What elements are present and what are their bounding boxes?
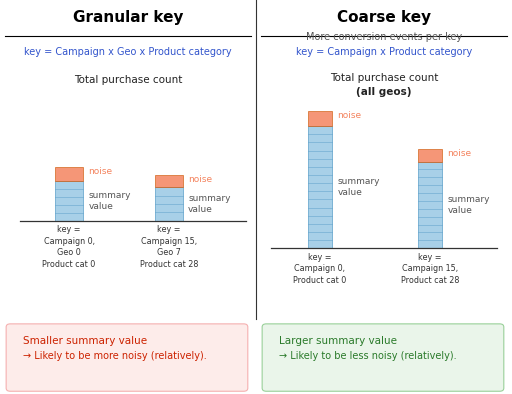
Text: Granular key: Granular key (73, 10, 183, 25)
Text: summary
value: summary value (447, 195, 490, 215)
Text: key =
Campaign 15,
Product cat 28: key = Campaign 15, Product cat 28 (401, 253, 459, 285)
Text: noise: noise (447, 149, 472, 158)
Text: key =
Campaign 0,
Geo 0
Product cat 0: key = Campaign 0, Geo 0 Product cat 0 (42, 225, 96, 269)
Text: Coarse key: Coarse key (337, 10, 431, 25)
Bar (155, 187, 183, 221)
Text: key = Campaign x Product category: key = Campaign x Product category (296, 47, 472, 57)
Text: summary
value: summary value (188, 194, 231, 214)
Bar (155, 175, 183, 187)
Text: summary
value: summary value (337, 177, 380, 197)
Text: noise: noise (337, 111, 361, 120)
Text: Smaller summary value: Smaller summary value (23, 336, 147, 346)
FancyBboxPatch shape (6, 324, 248, 391)
Text: Total purchase count: Total purchase count (74, 75, 182, 85)
Text: noise: noise (89, 167, 113, 177)
Bar (418, 149, 442, 162)
Text: (all geos): (all geos) (356, 87, 412, 97)
Text: More conversion events per key: More conversion events per key (306, 32, 462, 42)
Text: key = Campaign x Geo x Product category: key = Campaign x Geo x Product category (24, 47, 232, 57)
Bar (418, 162, 442, 248)
Text: → Likely to be less noisy (relatively).: → Likely to be less noisy (relatively). (279, 351, 457, 361)
Text: key =
Campaign 15,
Geo 7
Product cat 28: key = Campaign 15, Geo 7 Product cat 28 (140, 225, 198, 269)
Text: summary
value: summary value (89, 191, 131, 211)
Text: key =
Campaign 0,
Product cat 0: key = Campaign 0, Product cat 0 (293, 253, 347, 285)
Bar (55, 167, 83, 181)
Bar (55, 181, 83, 221)
Text: Total purchase count: Total purchase count (330, 73, 438, 83)
FancyBboxPatch shape (262, 324, 504, 391)
Text: → Likely to be more noisy (relatively).: → Likely to be more noisy (relatively). (23, 351, 207, 361)
Bar (308, 126, 332, 248)
Text: noise: noise (188, 175, 212, 184)
Text: Larger summary value: Larger summary value (279, 336, 397, 346)
Bar (308, 111, 332, 126)
